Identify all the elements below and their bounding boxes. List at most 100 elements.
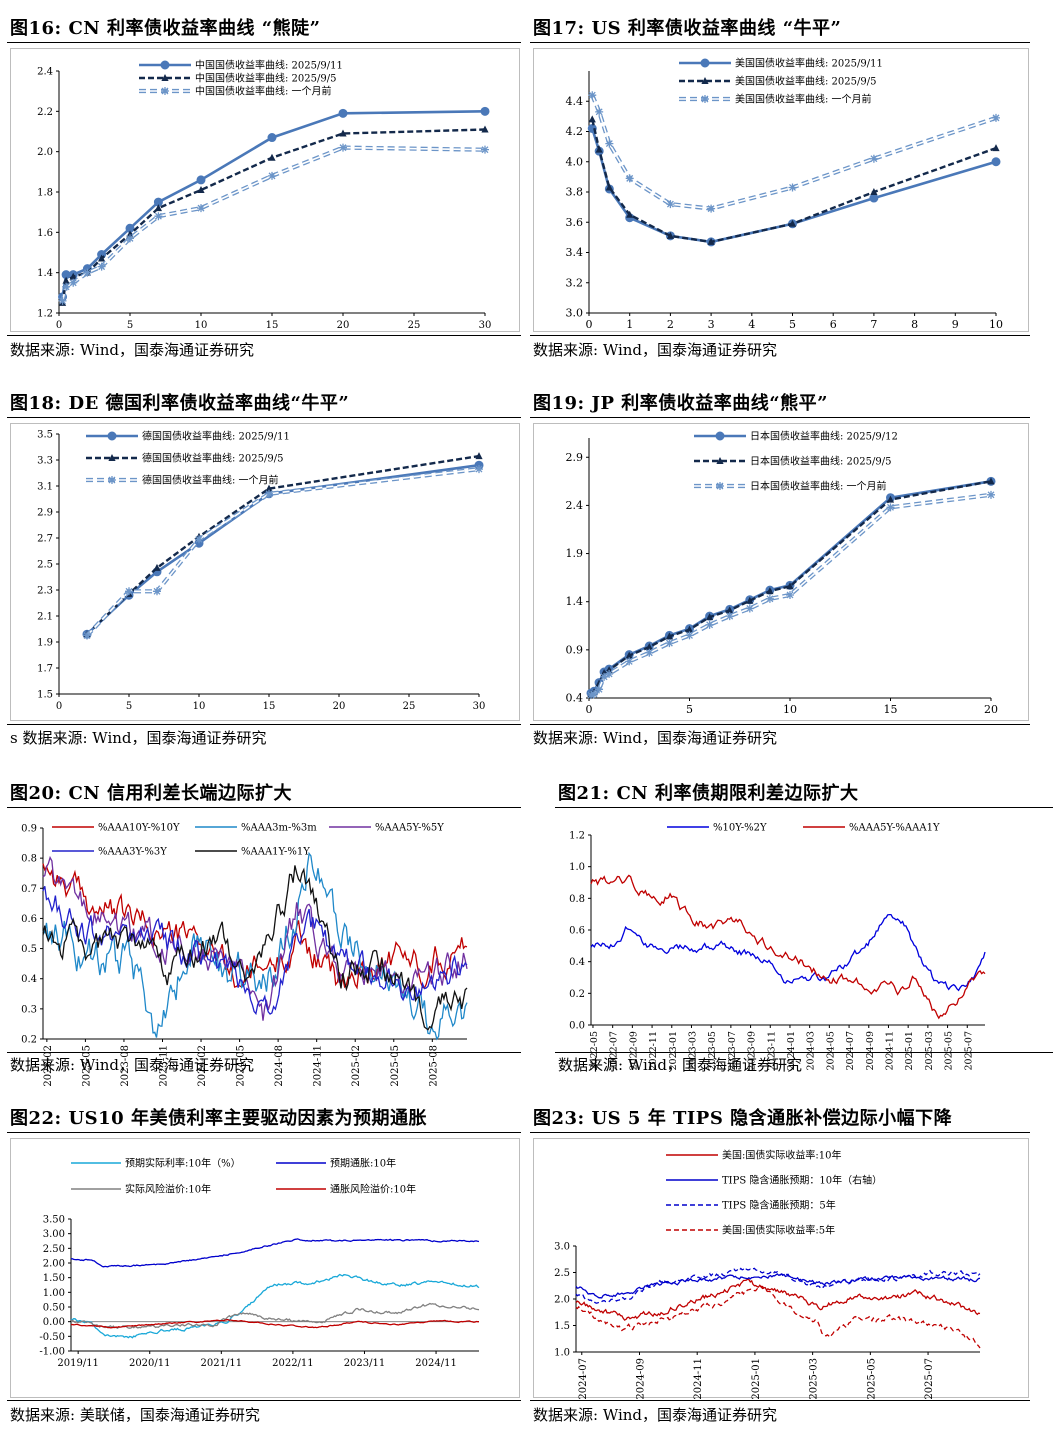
y-tick-label: 2.1 (37, 612, 53, 623)
data-point (69, 272, 77, 280)
data-point (268, 153, 276, 161)
source-rule (530, 335, 1030, 336)
y-tick-label: 1.6 (37, 228, 53, 239)
x-tick-label: 10 (989, 318, 1003, 331)
x-tick-label: 2023/11 (344, 1358, 386, 1369)
series-2 (588, 115, 1000, 245)
series-3 (83, 465, 483, 640)
series-2 (58, 125, 489, 306)
x-tick-label: 2022-11 (648, 1031, 659, 1070)
chart-panel-fig19: 图19: JP 利率债收益率曲线“熊平” 0.4 0.9 1.4 1.9 2.4 2.9 0… (530, 385, 1030, 749)
source-rule (530, 1400, 1030, 1401)
y-tick-label: 3.2 (566, 276, 584, 289)
data-point (706, 613, 714, 621)
series-line (590, 874, 986, 1020)
y-tick-label: 2.5 (37, 560, 53, 571)
source-note: 数据来源: Wind，国泰海通证券研究 (533, 729, 778, 747)
y-tick-label: 2.50 (43, 1244, 65, 1255)
series-5 (42, 865, 468, 1031)
title-rule (530, 417, 1030, 418)
source-rule (555, 1052, 1053, 1053)
series-line (575, 1278, 981, 1321)
series-line (590, 913, 986, 992)
plot-area (42, 851, 468, 1041)
x-tick-label: 2023-08 (120, 1045, 131, 1087)
y-tick-label: 1.0 (569, 862, 585, 873)
legend: %10Y-%2Y %AAA5Y-%AAA1Y (667, 823, 940, 834)
series-line (575, 1273, 981, 1299)
y-tick-label: 1.2 (37, 309, 53, 320)
data-point (83, 631, 91, 640)
legend-label: 美国国债收益率曲线: 2025/9/5 (735, 75, 876, 88)
data-point (160, 60, 170, 70)
y-tick-label: 1.2 (569, 831, 585, 842)
x-tick-label: 0 (586, 703, 593, 716)
series-3 (587, 490, 995, 700)
data-point (481, 125, 489, 133)
y-tick-label: 0.7 (21, 884, 37, 895)
data-point (987, 477, 995, 485)
title-rule (7, 417, 521, 418)
x-tick-label: 2023-02 (43, 1045, 54, 1087)
x-tick-label: 2024-11 (313, 1045, 324, 1087)
data-point (267, 133, 277, 143)
data-point (869, 154, 878, 163)
x-tick-label: 3 (708, 318, 715, 331)
data-point (161, 87, 169, 95)
chart-panel-fig22: 图22: US10 年美债利率主要驱动因素为预期通胀 -1.00 -0.50 0.0… (7, 1100, 521, 1425)
chart-frame: 1.2 1.4 1.6 1.8 2.0 2.2 2.4 0 5 10 15 20 25 30 中国国债收益率… (10, 48, 520, 332)
legend-label: 日本国债收益率曲线: 2025/9/5 (750, 455, 891, 468)
plot-area (587, 91, 1001, 247)
source-note: s 数据来源: Wind，国泰海通证券研究 (10, 729, 267, 747)
chart-panel-fig21: 图21: CN 利率债期限利差边际扩大 0.0 0.2 0.4 0.6 0.8 1.0 1.… (555, 775, 1053, 1075)
y-tick-label: 3.3 (37, 456, 53, 467)
data-point (605, 183, 613, 191)
chart-svg: 1.0 1.5 2.0 2.5 3.0 2024-07 2024-09 2024-11 2025… (554, 1149, 981, 1400)
legend-label: %AAA1Y-%1Y (241, 847, 310, 858)
y-tick-label: 0.6 (569, 926, 585, 937)
data-point (701, 77, 709, 84)
x-tick-label: 2025-05 (390, 1045, 401, 1087)
source-rule (7, 724, 521, 725)
x-tick-label: 2024-05 (236, 1045, 247, 1087)
x-tick-label: 15 (263, 701, 276, 712)
legend-label: 日本国债收益率曲线: 2025/9/12 (750, 430, 898, 443)
x-tick-label: 30 (479, 320, 492, 331)
data-point (707, 204, 716, 213)
y-tick-label: 3.00 (43, 1229, 65, 1240)
x-tick-label: 2024/11 (415, 1358, 457, 1369)
data-point (645, 648, 654, 657)
data-point (666, 200, 675, 209)
x-tick-label: 2024-07 (578, 1358, 589, 1400)
y-tick-label: 3.5 (37, 430, 53, 441)
data-point (725, 612, 734, 621)
data-point (605, 139, 614, 148)
axes: 0.2 0.3 0.4 0.5 0.6 0.7 0.8 0.9 2023-02 2023-05 20… (21, 824, 467, 1087)
series-2 (71, 1238, 480, 1268)
y-tick-label: 0.9 (566, 643, 584, 656)
axes: 3.0 3.2 3.4 3.6 3.8 4.0 4.2 4.4 0 1 2 3 4 5 6 7 8 9 10 (566, 71, 1003, 331)
x-tick-label: 2022-09 (628, 1031, 639, 1070)
x-tick-label: 2021/11 (201, 1358, 243, 1369)
data-point (666, 231, 674, 239)
series-line-inner (61, 146, 486, 302)
x-tick-label: 2025-01 (904, 1031, 915, 1070)
source-note: 数据来源: Wind，国泰海通证券研究 (10, 1056, 255, 1074)
data-point (665, 632, 673, 640)
series-1 (70, 1273, 480, 1339)
legend-item: %10Y-%2Y (667, 823, 767, 834)
data-point (107, 431, 117, 441)
data-point (154, 212, 163, 221)
series-line (71, 1238, 480, 1268)
data-point (665, 639, 674, 648)
plot-area (590, 874, 986, 1020)
y-tick-label: 0.8 (569, 894, 585, 905)
data-point (746, 596, 754, 604)
series-line (590, 94, 997, 211)
y-tick-label: -0.50 (39, 1332, 65, 1343)
y-tick-label: 1.5 (37, 690, 53, 701)
chart-svg: -1.00 -0.50 0.00 0.50 1.00 1.50 2.00 2.50 3.00 3.… (39, 1157, 480, 1369)
title-rule (7, 42, 521, 43)
legend-label: 美国国债收益率曲线: 2025/9/11 (735, 57, 883, 70)
legend-item: %AAA3m-%3m (195, 823, 317, 834)
